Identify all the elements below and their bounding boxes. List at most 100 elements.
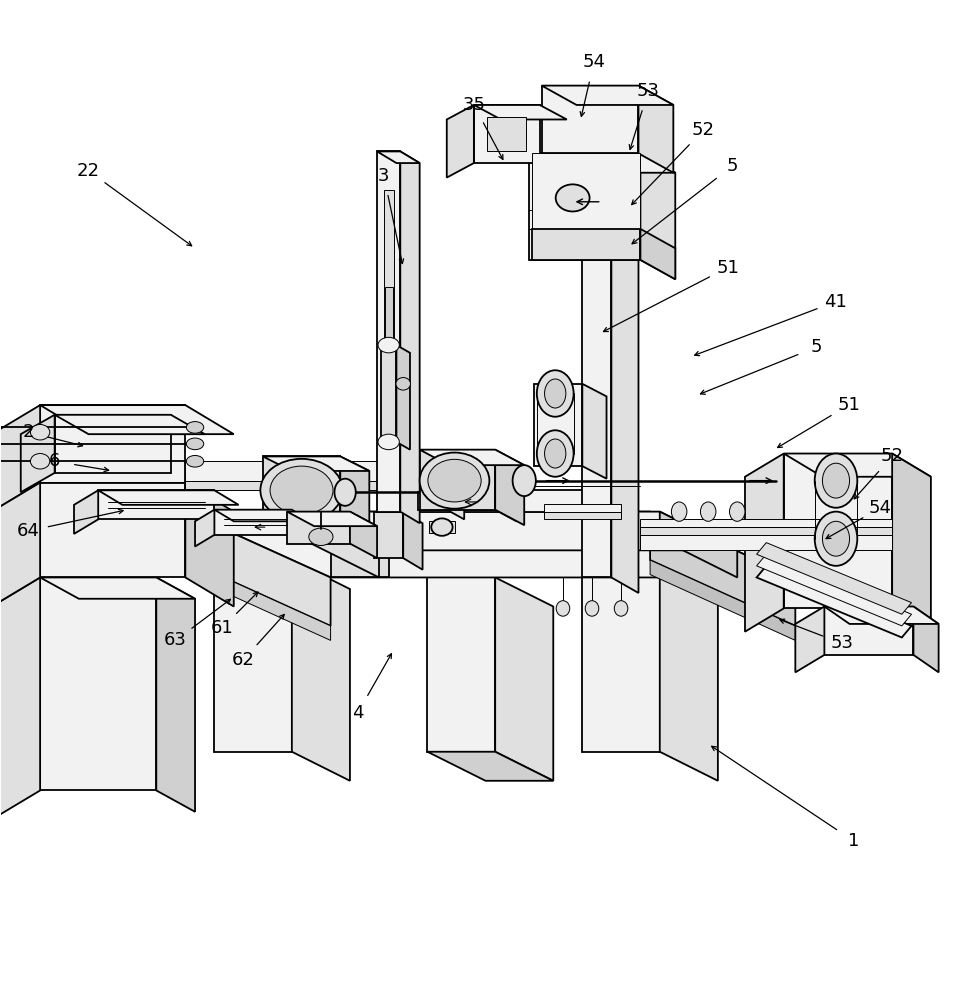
Polygon shape — [583, 384, 607, 479]
Text: 63: 63 — [164, 631, 187, 649]
Polygon shape — [892, 454, 931, 632]
Text: 5: 5 — [811, 338, 822, 356]
Ellipse shape — [186, 438, 204, 450]
Polygon shape — [185, 461, 379, 481]
Polygon shape — [384, 190, 393, 345]
Polygon shape — [659, 512, 737, 577]
Polygon shape — [98, 490, 239, 505]
Polygon shape — [544, 512, 621, 519]
Polygon shape — [374, 512, 403, 558]
Ellipse shape — [537, 370, 574, 417]
Polygon shape — [427, 752, 553, 781]
Polygon shape — [340, 456, 369, 539]
Polygon shape — [185, 512, 795, 577]
Polygon shape — [532, 153, 641, 229]
Ellipse shape — [186, 455, 204, 467]
Text: 4: 4 — [352, 704, 363, 722]
Ellipse shape — [428, 459, 482, 502]
Polygon shape — [377, 151, 419, 163]
Polygon shape — [641, 229, 675, 279]
Polygon shape — [745, 454, 784, 632]
Text: 5: 5 — [726, 157, 738, 175]
Polygon shape — [350, 512, 377, 558]
Polygon shape — [784, 454, 892, 608]
Text: 2: 2 — [22, 423, 34, 441]
Polygon shape — [419, 450, 524, 465]
Polygon shape — [215, 510, 292, 535]
Polygon shape — [292, 560, 350, 781]
Polygon shape — [529, 153, 641, 260]
Polygon shape — [534, 384, 583, 466]
Text: 64: 64 — [17, 522, 40, 540]
Polygon shape — [495, 490, 517, 521]
Polygon shape — [532, 229, 641, 260]
Ellipse shape — [537, 430, 574, 477]
Polygon shape — [474, 105, 540, 163]
Polygon shape — [0, 483, 40, 607]
Text: 3: 3 — [378, 167, 389, 185]
Text: 1: 1 — [848, 832, 859, 850]
Polygon shape — [377, 151, 400, 512]
Polygon shape — [40, 405, 234, 434]
Polygon shape — [388, 490, 403, 521]
Polygon shape — [651, 512, 795, 626]
Text: 22: 22 — [77, 162, 100, 180]
Ellipse shape — [815, 454, 857, 508]
Polygon shape — [429, 521, 454, 533]
Polygon shape — [263, 456, 340, 524]
Ellipse shape — [378, 434, 399, 450]
Polygon shape — [651, 560, 795, 640]
Ellipse shape — [419, 453, 489, 509]
Polygon shape — [287, 512, 350, 544]
Ellipse shape — [260, 459, 343, 522]
Polygon shape — [795, 607, 824, 672]
Polygon shape — [330, 512, 388, 577]
Ellipse shape — [396, 378, 411, 390]
Ellipse shape — [545, 439, 566, 468]
Ellipse shape — [556, 601, 570, 616]
Polygon shape — [583, 113, 639, 128]
Polygon shape — [639, 86, 673, 173]
Ellipse shape — [186, 422, 204, 433]
Polygon shape — [185, 560, 330, 640]
Polygon shape — [641, 153, 675, 279]
Polygon shape — [40, 577, 195, 599]
Ellipse shape — [378, 337, 399, 353]
Ellipse shape — [270, 466, 333, 515]
Ellipse shape — [431, 518, 452, 536]
Ellipse shape — [30, 454, 50, 469]
Polygon shape — [54, 415, 205, 434]
Text: 6: 6 — [49, 452, 60, 470]
Text: 54: 54 — [869, 499, 892, 517]
Polygon shape — [74, 490, 98, 534]
Text: 54: 54 — [583, 53, 606, 71]
Polygon shape — [20, 415, 54, 492]
Text: 41: 41 — [824, 293, 848, 311]
Polygon shape — [380, 345, 397, 364]
Polygon shape — [185, 481, 379, 490]
Ellipse shape — [586, 601, 599, 616]
Polygon shape — [40, 483, 185, 577]
Polygon shape — [287, 512, 377, 526]
Ellipse shape — [513, 465, 536, 496]
Polygon shape — [641, 527, 892, 535]
Ellipse shape — [334, 479, 355, 506]
Polygon shape — [612, 113, 639, 593]
Ellipse shape — [555, 184, 589, 211]
Polygon shape — [427, 577, 495, 752]
Polygon shape — [756, 543, 912, 614]
Polygon shape — [474, 105, 567, 119]
Polygon shape — [0, 405, 40, 512]
Polygon shape — [824, 607, 914, 655]
Polygon shape — [419, 450, 495, 510]
Polygon shape — [495, 577, 553, 781]
Ellipse shape — [815, 512, 857, 566]
Polygon shape — [400, 151, 419, 523]
Polygon shape — [385, 287, 392, 345]
Polygon shape — [583, 113, 612, 577]
Ellipse shape — [30, 424, 50, 440]
Ellipse shape — [671, 502, 686, 521]
Polygon shape — [185, 483, 234, 607]
Polygon shape — [824, 607, 939, 624]
Polygon shape — [756, 554, 912, 626]
